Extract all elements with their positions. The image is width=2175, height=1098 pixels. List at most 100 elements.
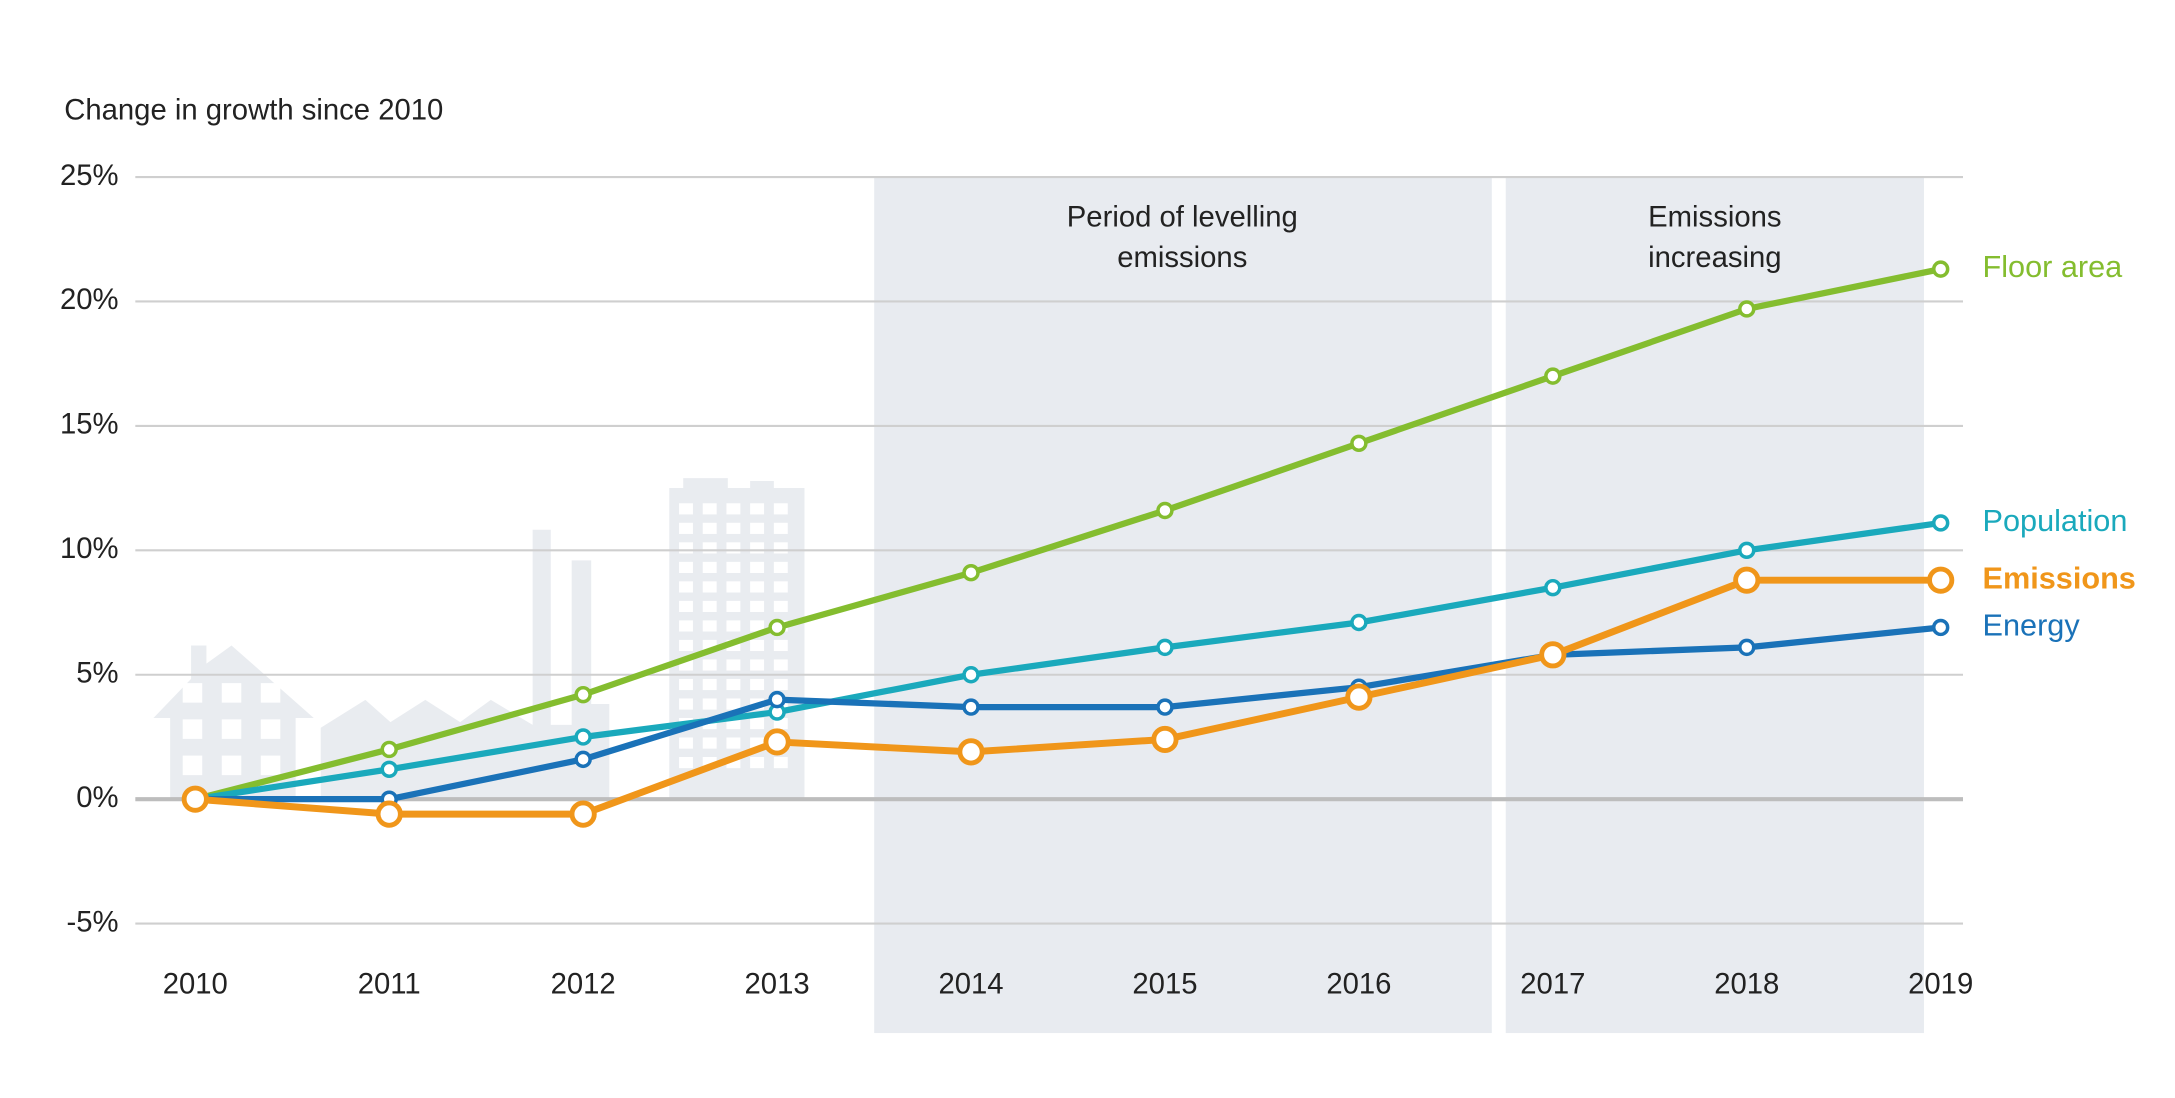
annotation: emissions: [1117, 242, 1247, 274]
point: [1544, 367, 1562, 385]
window: [750, 639, 765, 652]
window: [726, 522, 741, 534]
point: [1931, 514, 1950, 532]
point: [574, 685, 592, 704]
window: [679, 600, 693, 613]
window: [702, 757, 717, 769]
window: [726, 600, 741, 613]
window: [726, 698, 741, 710]
window: [679, 757, 693, 769]
point: [1539, 641, 1567, 669]
x-tick-label: 2015: [1132, 968, 1197, 1000]
window: [726, 581, 741, 593]
point: [1156, 638, 1174, 657]
window: [773, 522, 788, 534]
window: [773, 581, 788, 593]
annotation: Emissions: [1648, 202, 1781, 234]
window: [260, 755, 281, 776]
point: [1544, 578, 1562, 597]
window: [750, 600, 765, 613]
point: [1931, 618, 1950, 637]
window: [726, 659, 741, 671]
window: [702, 561, 717, 573]
window: [702, 698, 717, 710]
window: [750, 522, 765, 534]
y-tick-label: 10%: [60, 533, 119, 565]
window: [182, 719, 203, 739]
window: [773, 678, 788, 691]
point: [768, 690, 786, 709]
point: [574, 728, 592, 746]
window: [726, 620, 741, 632]
band-increasing: [1505, 177, 1924, 1034]
window: [679, 698, 693, 710]
x-tick-label: 2016: [1326, 968, 1391, 1000]
point: [1927, 566, 1955, 594]
plot: -5% 0% 5% 10% 15% 20% 25% 2010 2011 2012 2013 2014 2…: [60, 160, 2136, 1001]
series-line: [194, 266, 1942, 803]
window: [726, 542, 741, 554]
window: [750, 737, 765, 749]
x-tick-label: 2017: [1520, 968, 1585, 1000]
point: [380, 740, 398, 759]
window: [702, 600, 717, 613]
window: [773, 757, 788, 769]
point: [763, 728, 791, 756]
y-tick-label: 5%: [76, 657, 118, 689]
window: [182, 755, 203, 776]
window: [726, 561, 741, 573]
window: [679, 503, 693, 515]
point: [1733, 566, 1761, 594]
y-tick-label: 25%: [60, 160, 119, 192]
x-tick-label: 2011: [358, 968, 421, 1000]
window: [750, 620, 765, 632]
annotation: Period of levelling: [1067, 202, 1298, 234]
window: [773, 639, 788, 652]
point: [768, 618, 786, 637]
point: [1738, 638, 1756, 657]
legend-label: Energy: [1983, 609, 2081, 643]
y-tick-label: 15%: [60, 409, 119, 441]
x-tick-label: 2018: [1714, 968, 1779, 1000]
window: [679, 620, 693, 632]
window: [750, 581, 765, 593]
point: [1345, 683, 1373, 711]
point: [181, 785, 209, 813]
x-tick-label: 2019: [1908, 968, 1973, 1000]
window: [679, 659, 693, 671]
point: [1738, 300, 1756, 318]
window: [726, 757, 741, 769]
window: [773, 600, 788, 613]
window: [773, 717, 788, 730]
window: [702, 639, 717, 652]
window: [726, 503, 741, 515]
window: [773, 659, 788, 671]
window: [679, 542, 693, 554]
window: [260, 719, 281, 739]
window: [726, 717, 741, 730]
legend-label: Population: [1983, 504, 2128, 538]
point: [1738, 541, 1756, 560]
point: [962, 698, 980, 716]
window: [702, 581, 717, 593]
point: [574, 750, 592, 769]
series-line: [195, 576, 1941, 818]
window: [182, 683, 203, 703]
y-tick-label: 0%: [76, 782, 118, 814]
window: [702, 620, 717, 632]
window: [750, 678, 765, 691]
window: [260, 683, 281, 703]
band-levelling: [874, 177, 1492, 1034]
window: [750, 561, 765, 573]
window: [679, 639, 693, 652]
point: [962, 666, 980, 684]
window: [726, 737, 741, 749]
point: [1350, 613, 1368, 632]
window: [750, 659, 765, 671]
window: [679, 561, 693, 573]
window: [679, 581, 693, 593]
point: [375, 800, 403, 828]
window: [221, 719, 242, 739]
series-line: [194, 519, 1942, 803]
